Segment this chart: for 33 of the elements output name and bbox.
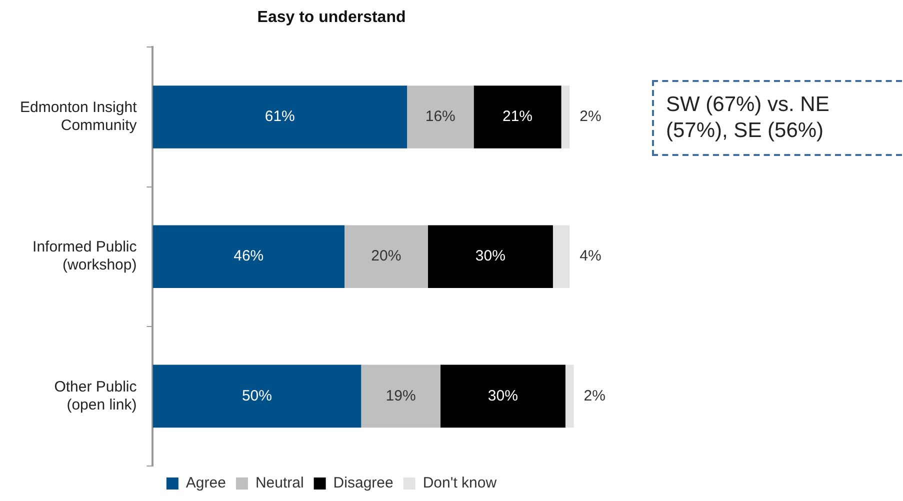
legend-label: Agree: [186, 474, 226, 492]
data-label: 19%: [386, 387, 416, 404]
data-label: 30%: [475, 248, 506, 265]
bar: [552, 225, 570, 288]
data-label: 46%: [234, 248, 264, 265]
bar: [361, 364, 440, 428]
data-label: 4%: [580, 248, 602, 265]
data-label: 61%: [264, 108, 295, 126]
bar: [344, 225, 428, 288]
data-label: 30%: [488, 387, 518, 404]
bar: [152, 225, 345, 288]
chart-title: Easy to understand: [257, 9, 406, 26]
bar: [474, 86, 562, 148]
legend-label: Neutral: [255, 474, 304, 492]
data-label: 2%: [584, 387, 606, 404]
bar: [428, 225, 553, 288]
data-label: 16%: [425, 108, 456, 126]
y-tick-label: Edmonton Insight Community: [20, 99, 138, 134]
data-label: 21%: [502, 108, 533, 126]
legend-label: Disagree: [333, 474, 394, 492]
data-label: 20%: [371, 248, 402, 265]
bar: [440, 364, 566, 428]
dashed-callout-box: SW (67%) vs. NE (57%), SE (56%): [652, 80, 902, 156]
bar: [407, 86, 474, 148]
data-label: 50%: [242, 387, 272, 404]
data-label: 2%: [580, 108, 602, 126]
y-tick-label: Other Public (open link): [54, 378, 138, 414]
bar: [561, 86, 570, 148]
bar: [152, 364, 362, 428]
bar: [152, 86, 408, 148]
bar: [565, 364, 574, 428]
y-tick-label: Informed Public (workshop): [32, 238, 138, 274]
legend-label: Don't know: [422, 474, 497, 492]
